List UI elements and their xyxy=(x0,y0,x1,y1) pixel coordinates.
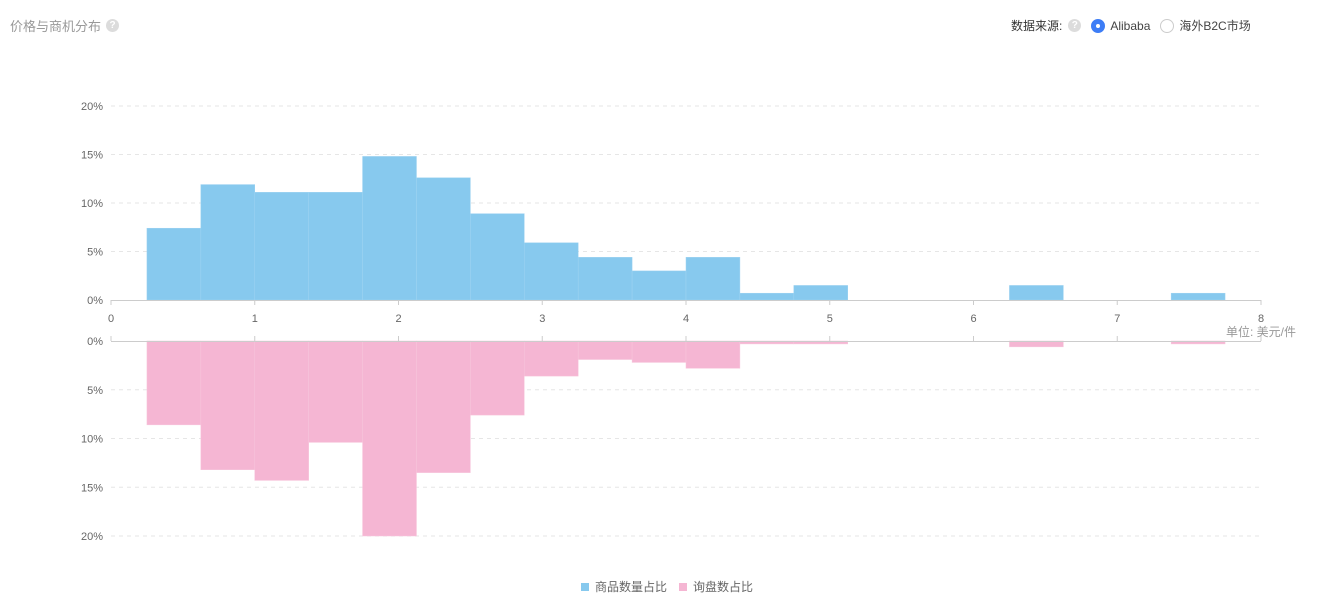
chart-legend: 商品数量占比 询盘数占比 xyxy=(0,578,1334,595)
y-tick-label: 0% xyxy=(87,295,103,307)
x-tick-label: 4 xyxy=(683,313,689,325)
legend-item-lower[interactable]: 询盘数占比 xyxy=(679,578,753,595)
legend-label: 询盘数占比 xyxy=(693,580,754,594)
y-tick-label: 20% xyxy=(81,101,103,113)
bar-upper xyxy=(739,292,795,301)
bar-upper xyxy=(577,257,633,301)
x-tick-label: 5 xyxy=(827,313,833,325)
x-tick-label: 7 xyxy=(1114,313,1120,325)
bar-lower xyxy=(631,340,687,363)
bar-lower xyxy=(416,340,471,473)
bar-upper xyxy=(200,184,255,301)
y-tick-label: 5% xyxy=(87,385,103,397)
bar-lower xyxy=(524,340,579,377)
source-option-label: Alibaba xyxy=(1110,18,1151,33)
bar-lower xyxy=(308,340,363,443)
data-source-selector: 数据来源: ? Alibaba 海外B2C市场 xyxy=(1011,17,1251,34)
legend-item-upper[interactable]: 商品数量占比 xyxy=(580,578,667,595)
bar-lower xyxy=(685,340,741,369)
bar-upper xyxy=(416,177,471,301)
x-tick-label: 8 xyxy=(1258,313,1264,325)
y-tick-label: 15% xyxy=(81,482,103,494)
bar-upper xyxy=(362,156,417,301)
y-tick-label: 15% xyxy=(81,150,103,162)
source-option-overseas-b2c[interactable]: 海外B2C市场 xyxy=(1160,17,1251,34)
unit-label: 单位: 美元/件 xyxy=(1226,324,1296,339)
data-source-label: 数据来源: xyxy=(1011,19,1063,33)
bar-lower xyxy=(146,340,202,426)
source-option-alibaba[interactable]: Alibaba xyxy=(1091,18,1151,33)
bar-upper xyxy=(308,192,363,301)
x-tick-label: 2 xyxy=(395,313,401,325)
y-tick-label: 10% xyxy=(81,198,103,210)
radio-checked-icon[interactable] xyxy=(1091,18,1106,33)
y-tick-label: 20% xyxy=(81,531,103,543)
bar-upper xyxy=(685,257,741,301)
legend-label: 商品数量占比 xyxy=(594,580,667,594)
bar-upper xyxy=(470,213,525,301)
x-tick-label: 1 xyxy=(252,313,258,325)
bar-lower xyxy=(254,340,309,481)
legend-swatch xyxy=(580,582,589,591)
bar-lower xyxy=(200,340,255,470)
legend-swatch xyxy=(679,582,687,591)
chart-header: 价格与商机分布 ? xyxy=(10,16,120,35)
y-tick-label: 0% xyxy=(87,336,103,348)
chart-title: 价格与商机分布 xyxy=(10,19,102,34)
help-icon[interactable]: ? xyxy=(106,19,120,32)
bar-upper xyxy=(1009,285,1064,301)
bar-upper xyxy=(793,285,848,301)
y-tick-label: 10% xyxy=(81,434,103,446)
bar-lower xyxy=(470,340,525,416)
bar-upper xyxy=(524,242,579,301)
bar-upper xyxy=(1170,292,1226,301)
x-tick-label: 6 xyxy=(970,313,976,325)
source-option-label: 海外B2C市场 xyxy=(1179,19,1251,33)
bar-upper xyxy=(146,227,202,301)
bar-upper xyxy=(254,192,309,301)
y-tick-label: 5% xyxy=(87,247,103,259)
radio-unchecked-icon[interactable] xyxy=(1160,18,1175,33)
bar-upper xyxy=(631,270,687,301)
x-tick-label: 0 xyxy=(108,313,114,325)
x-tick-label: 3 xyxy=(539,313,545,325)
bar-lower xyxy=(362,340,417,537)
bar-lower xyxy=(577,340,633,360)
help-icon[interactable]: ? xyxy=(1068,19,1082,32)
